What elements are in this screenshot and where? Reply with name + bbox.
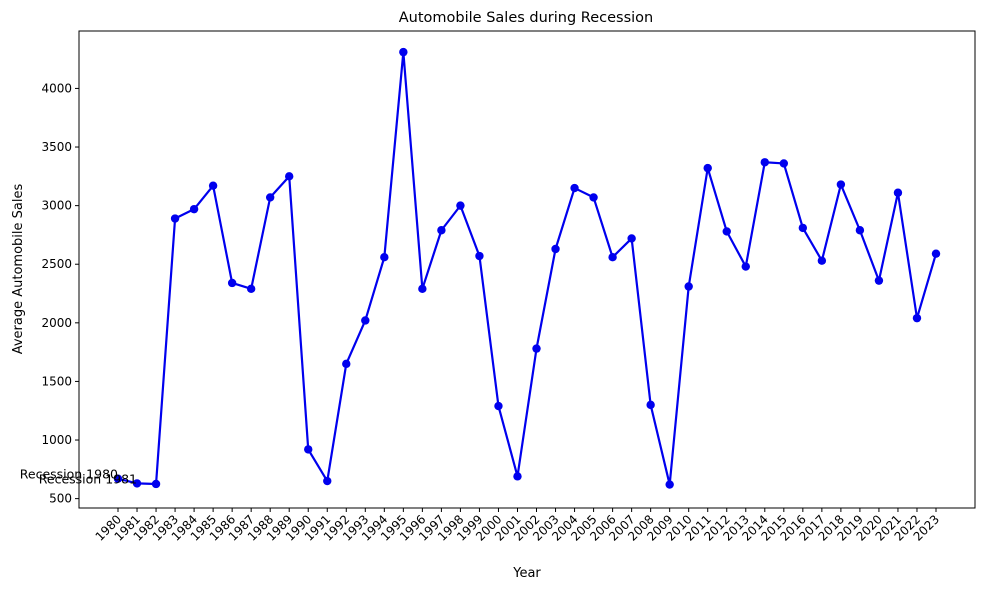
data-point: [189, 204, 199, 214]
data-point: [722, 227, 731, 236]
data-point: [494, 401, 503, 411]
data-point: [912, 313, 922, 323]
data-point: [798, 223, 808, 233]
data-point: [931, 249, 941, 258]
annotation-label: Recession 1980: [20, 467, 118, 482]
data-point: [304, 445, 313, 454]
data-point: [684, 282, 693, 291]
data-point: [380, 252, 389, 262]
data-point: [855, 226, 865, 235]
data-point: [589, 193, 598, 202]
y-tick-label: 3500: [41, 140, 72, 154]
data-point: [246, 284, 256, 294]
data-point: [342, 359, 351, 369]
data-point: [513, 472, 522, 481]
data-point: [627, 234, 636, 243]
data-point: [265, 193, 275, 202]
annotation-label: Recession 1981: [39, 471, 137, 486]
data-point: [113, 474, 123, 483]
data-point: [608, 252, 617, 262]
data-point: [227, 278, 237, 288]
data-point: [836, 180, 846, 189]
data-point: [570, 183, 579, 193]
data-point: [437, 226, 446, 235]
data-point: [760, 158, 769, 167]
data-point: [874, 276, 884, 285]
y-tick-label: 500: [49, 492, 72, 506]
data-point: [532, 344, 541, 353]
plot-area: 5001000150020002500300035004000198019811…: [20, 30, 976, 544]
data-point: [703, 163, 712, 173]
data-point: [399, 47, 408, 57]
data-point: [893, 188, 903, 197]
data-point: [475, 251, 484, 261]
data-point: [779, 159, 789, 168]
y-tick-label: 3000: [41, 199, 72, 213]
data-point: [665, 480, 674, 489]
data-point: [132, 479, 142, 488]
data-point: [170, 214, 180, 223]
y-tick-label: 2000: [41, 316, 72, 330]
y-axis-label: Average Automobile Sales: [11, 184, 26, 355]
series-line: [117, 50, 938, 486]
data-point: [456, 201, 465, 210]
chart-title: Automobile Sales during Recession: [399, 10, 653, 26]
data-point: [741, 262, 750, 271]
data-point: [418, 284, 427, 294]
data-point: [817, 256, 827, 265]
y-tick-label: 1500: [41, 374, 72, 388]
data-point: [551, 244, 560, 254]
data-point: [208, 181, 218, 190]
data-point: [323, 476, 332, 486]
y-tick-label: 4000: [41, 81, 72, 95]
data-point: [151, 479, 161, 489]
data-point: [646, 400, 655, 410]
x-axis-label: Year: [512, 566, 541, 581]
data-point: [285, 172, 294, 181]
data-point: [361, 316, 370, 325]
y-tick-label: 1000: [41, 433, 72, 447]
plot-frame: [78, 30, 976, 509]
y-tick-label: 2500: [41, 257, 72, 271]
